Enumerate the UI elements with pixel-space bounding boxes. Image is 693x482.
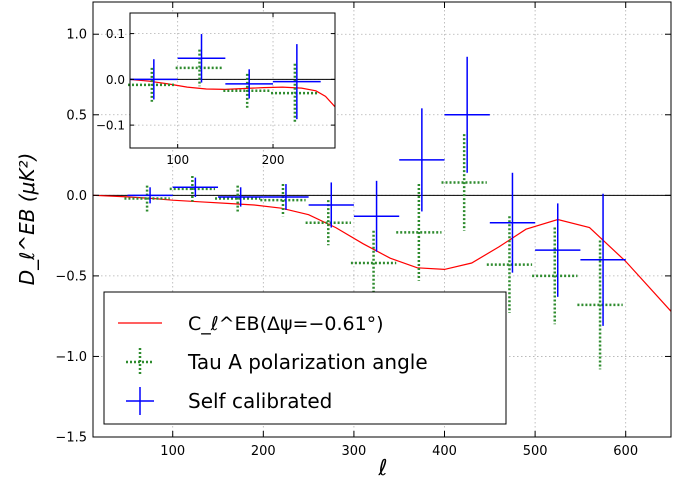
main-xtick-label-4: 500 bbox=[523, 444, 548, 459]
main-self-point-6 bbox=[399, 108, 445, 212]
legend-swatch-tau bbox=[126, 348, 154, 376]
inset-background bbox=[130, 13, 335, 148]
main-tau-point-2 bbox=[215, 185, 261, 212]
main-tau-point-6 bbox=[396, 184, 442, 281]
main-plot-frame bbox=[92, 1, 672, 438]
main-series-layer bbox=[124, 56, 626, 370]
legend: C_ℓ^EB(Δψ=−0.61°) Tau A polarization ang… bbox=[103, 291, 507, 425]
main-ytick-label-1: −1.0 bbox=[55, 350, 87, 365]
legend-swatch-self bbox=[126, 387, 154, 415]
main-ytick-label-0: −1.5 bbox=[55, 431, 87, 446]
legend-label-model: C_ℓ^EB(Δψ=−0.61°) bbox=[188, 313, 384, 335]
inset-tau-point-3 bbox=[271, 63, 319, 123]
inset-grid bbox=[130, 13, 335, 148]
inset-series-layer bbox=[128, 34, 321, 123]
inset-ytick-label-0: −0.1 bbox=[96, 119, 125, 133]
main-ytick-label-2: −0.5 bbox=[55, 269, 87, 284]
inset-self-point-0 bbox=[130, 59, 178, 100]
main-tau-point-8 bbox=[486, 216, 533, 313]
main-self-point-10 bbox=[580, 193, 626, 326]
main-self-point-1 bbox=[172, 177, 219, 197]
legend-label-self: Self calibrated bbox=[188, 389, 332, 413]
main-tau-point-10 bbox=[577, 240, 623, 370]
inset-ytick-label-2: 0.1 bbox=[106, 27, 125, 41]
inset-self-point-2 bbox=[225, 69, 274, 99]
x-axis-label: ℓ bbox=[377, 456, 387, 481]
main-tau-point-7 bbox=[441, 134, 487, 231]
main-model-curve bbox=[92, 194, 672, 312]
inset-self-point-3 bbox=[273, 44, 321, 120]
inset-xtick-label-0: 100 bbox=[166, 153, 189, 167]
legend-box bbox=[103, 291, 507, 425]
main-xtick-label-2: 300 bbox=[342, 444, 367, 459]
main-xtick-label-5: 600 bbox=[613, 444, 638, 459]
main-xtick-label-1: 200 bbox=[251, 444, 276, 459]
main-self-point-0 bbox=[127, 187, 173, 204]
main-tau-point-4 bbox=[305, 200, 351, 246]
main-tau-point-1 bbox=[169, 176, 216, 202]
inset-self-point-1 bbox=[177, 34, 226, 83]
main-self-point-5 bbox=[353, 180, 400, 252]
main-self-point-2 bbox=[218, 187, 264, 207]
main-tau-point-3 bbox=[260, 184, 306, 217]
main-tau-point-5 bbox=[350, 230, 397, 296]
main-tau-point-0 bbox=[124, 185, 170, 212]
inset-ytick-label-1: 0.0 bbox=[106, 73, 125, 87]
inset-tau-point-2 bbox=[223, 73, 272, 108]
main-self-point-7 bbox=[444, 56, 490, 173]
inset-tau-point-0 bbox=[128, 67, 176, 102]
main-ytick-label-4: 0.5 bbox=[66, 108, 87, 123]
main-self-point-9 bbox=[535, 203, 581, 297]
main-xtick-label-3: 400 bbox=[432, 444, 457, 459]
main-self-point-3 bbox=[263, 184, 309, 210]
main-self-point-8 bbox=[489, 172, 536, 273]
inset-ticks: 100 200 −0.1 0.0 0.1 bbox=[96, 13, 335, 167]
inset-plot-frame bbox=[129, 12, 336, 149]
main-xtick-label-0: 100 bbox=[160, 444, 185, 459]
legend-label-tau: Tau A polarization angle bbox=[187, 350, 428, 374]
main-tau-point-9 bbox=[532, 227, 578, 325]
main-self-point-4 bbox=[308, 182, 354, 228]
y-axis-label: D_ℓ^EB (μK²) bbox=[15, 153, 39, 286]
main-ytick-label-5: 1.0 bbox=[66, 28, 87, 43]
main-ticks: 100 200 300 400 500 600 −1.5 −1.0 −0.5 0.0 0.5 1.0 bbox=[55, 2, 671, 459]
main-ytick-label-3: 0.0 bbox=[66, 189, 87, 204]
inset-xtick-label-1: 200 bbox=[262, 153, 285, 167]
